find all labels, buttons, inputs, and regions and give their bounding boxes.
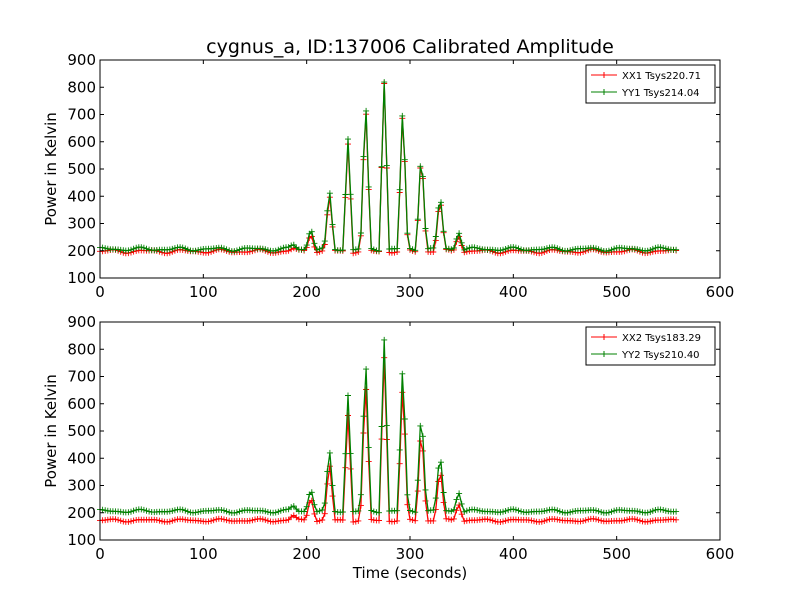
bottom-legend-label-yy2: YY2 Tsys210.40 <box>621 350 700 361</box>
y-tick-label: 800 <box>67 340 96 358</box>
y-tick-label: 300 <box>67 477 96 495</box>
y-tick-label: 100 <box>67 531 96 549</box>
x-tick-label: 600 <box>706 545 735 563</box>
y-tick-label: 600 <box>67 395 96 413</box>
x-tick-label: 400 <box>499 283 528 301</box>
y-tick-label: 500 <box>67 160 96 178</box>
top-y-axis-label: Power in Kelvin <box>42 112 60 226</box>
y-tick-label: 100 <box>67 269 96 287</box>
bottom-panel: 0 100 200 300 400 500 600100200300400500600700… <box>42 313 734 582</box>
bottom-legend: XX2 Tsys183.29 YY2 Tsys210.40 <box>585 326 716 366</box>
legend-marker <box>601 334 607 340</box>
series-line-yy <box>99 82 677 252</box>
legend-marker <box>601 351 607 357</box>
x-tick-label: 200 <box>292 545 321 563</box>
x-tick-label: 500 <box>602 545 631 563</box>
x-tick-label: 600 <box>706 283 735 301</box>
x-tick-label: 100 <box>189 545 218 563</box>
y-tick-label: 700 <box>67 368 96 386</box>
x-tick-label: 500 <box>602 283 631 301</box>
y-tick-label: 900 <box>67 313 96 331</box>
top-legend-label-xx1: XX1 Tsys220.71 <box>622 71 701 82</box>
bottom-legend-label-xx2: XX2 Tsys183.29 <box>622 333 701 344</box>
y-tick-label: 800 <box>67 78 96 96</box>
y-tick-label: 200 <box>67 504 96 522</box>
x-tick-label: 0 <box>95 545 105 563</box>
chart-title: cygnus_a, ID:137006 Calibrated Amplitude <box>206 36 614 58</box>
y-tick-label: 700 <box>67 106 96 124</box>
y-tick-label: 300 <box>67 215 96 233</box>
legend-marker <box>601 89 607 95</box>
y-tick-label: 900 <box>67 51 96 69</box>
y-tick-label: 500 <box>67 422 96 440</box>
top-legend: XX1 Tsys220.71 YY1 Tsys214.04 <box>585 64 716 104</box>
bottom-legend-box <box>585 326 716 366</box>
top-legend-box <box>585 64 716 104</box>
legend-marker <box>601 72 607 78</box>
y-tick-label: 400 <box>67 187 96 205</box>
y-tick-label: 400 <box>67 449 96 467</box>
x-tick-label: 400 <box>499 545 528 563</box>
x-tick-label: 100 <box>189 283 218 301</box>
bottom-x-axis-label: Time (seconds) <box>352 564 468 582</box>
top-panel: 0 100 200 300 400 500 600100200300400500600700… <box>42 51 734 301</box>
series-line-yy <box>99 339 677 514</box>
y-tick-label: 600 <box>67 133 96 151</box>
x-tick-label: 200 <box>292 283 321 301</box>
y-tick-label: 200 <box>67 242 96 260</box>
bottom-y-axis-label: Power in Kelvin <box>42 374 60 488</box>
x-tick-label: 0 <box>95 283 105 301</box>
x-tick-label: 300 <box>396 283 425 301</box>
x-tick-label: 300 <box>396 545 425 563</box>
top-legend-label-yy1: YY1 Tsys214.04 <box>621 88 700 99</box>
